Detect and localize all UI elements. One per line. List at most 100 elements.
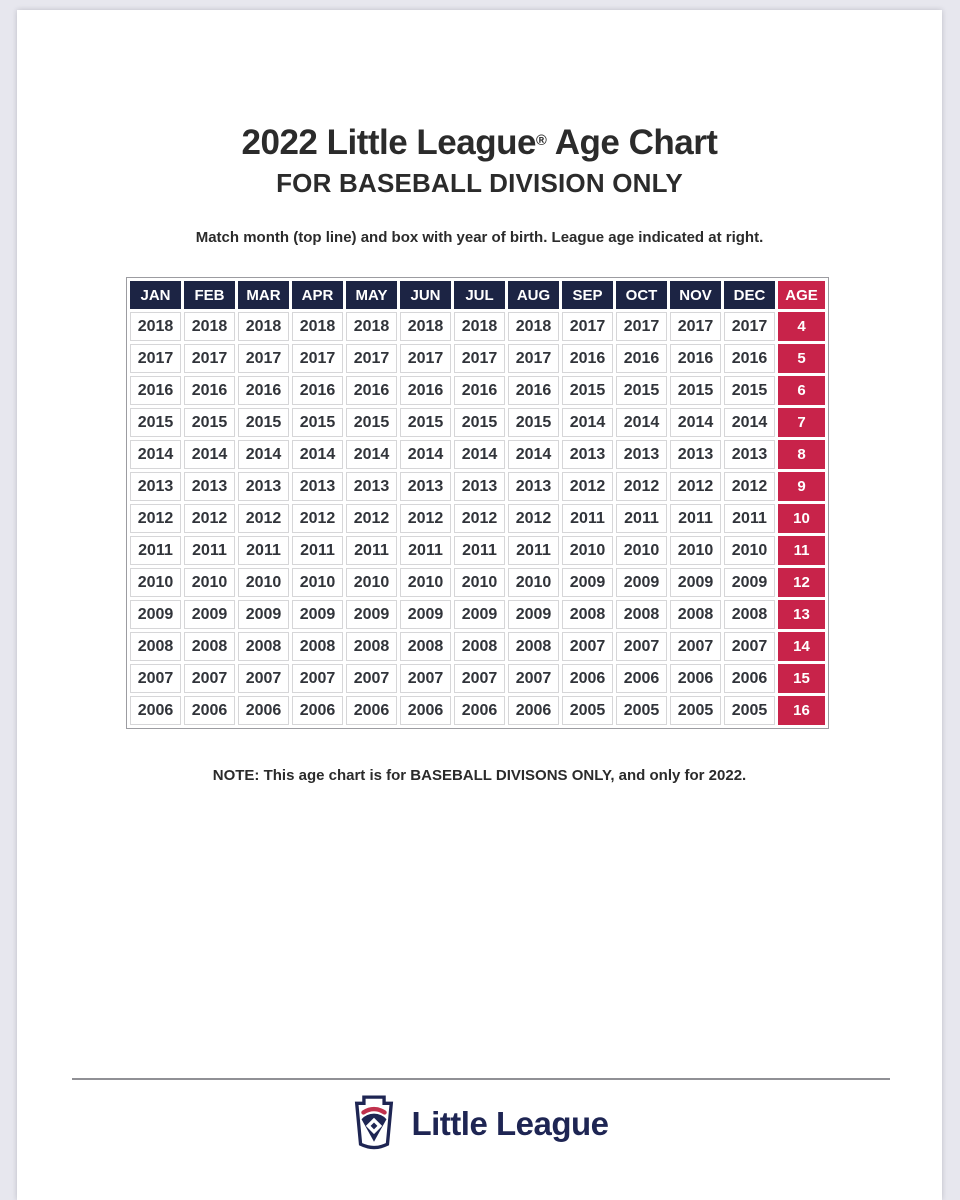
year-cell: 2018 bbox=[238, 312, 289, 341]
year-cell: 2013 bbox=[130, 472, 181, 501]
age-cell: 7 bbox=[778, 408, 825, 437]
year-cell: 2006 bbox=[454, 696, 505, 725]
year-cell: 2007 bbox=[400, 664, 451, 693]
year-cell: 2006 bbox=[238, 696, 289, 725]
year-cell: 2014 bbox=[670, 408, 721, 437]
year-cell: 2012 bbox=[184, 504, 235, 533]
year-cell: 2013 bbox=[670, 440, 721, 469]
year-cell: 2016 bbox=[130, 376, 181, 405]
table-header-row: JAN FEB MAR APR MAY JUN JUL AUG SEP OCT NOV DEC AGE bbox=[130, 281, 825, 309]
month-header-cell: APR bbox=[292, 281, 343, 309]
year-cell: 2011 bbox=[400, 536, 451, 565]
month-header-cell: DEC bbox=[724, 281, 775, 309]
year-cell: 2015 bbox=[724, 376, 775, 405]
age-header-cell: AGE bbox=[778, 281, 825, 309]
table-row: 2018 2018 2018 2018 2018 2018 2018 2018 2017 2017… bbox=[130, 312, 825, 341]
year-cell: 2013 bbox=[184, 472, 235, 501]
year-cell: 2012 bbox=[454, 504, 505, 533]
year-cell: 2012 bbox=[562, 472, 613, 501]
year-cell: 2016 bbox=[724, 344, 775, 373]
table-row: 2010 2010 2010 2010 2010 2010 2010 2010 2009 2009… bbox=[130, 568, 825, 597]
footer-divider bbox=[72, 1078, 890, 1080]
year-cell: 2006 bbox=[724, 664, 775, 693]
year-cell: 2014 bbox=[292, 440, 343, 469]
table-row: 2006 2006 2006 2006 2006 2006 2006 2006 2005 2005… bbox=[130, 696, 825, 725]
year-cell: 2009 bbox=[508, 600, 559, 629]
year-cell: 2016 bbox=[184, 376, 235, 405]
year-cell: 2017 bbox=[184, 344, 235, 373]
table-row: 2016 2016 2016 2016 2016 2016 2016 2016 2015 2015… bbox=[130, 376, 825, 405]
little-league-logo-text: Little League bbox=[411, 1105, 609, 1142]
year-cell: 2013 bbox=[238, 472, 289, 501]
year-cell: 2015 bbox=[346, 408, 397, 437]
table-row: 2017 2017 2017 2017 2017 2017 2017 2017 2016 2016… bbox=[130, 344, 825, 373]
year-cell: 2009 bbox=[130, 600, 181, 629]
table-row: 2014 2014 2014 2014 2014 2014 2014 2014 2013 2013… bbox=[130, 440, 825, 469]
year-cell: 2017 bbox=[130, 344, 181, 373]
year-cell: 2016 bbox=[562, 344, 613, 373]
year-cell: 2006 bbox=[400, 696, 451, 725]
year-cell: 2011 bbox=[130, 536, 181, 565]
year-cell: 2010 bbox=[724, 536, 775, 565]
year-cell: 2009 bbox=[670, 568, 721, 597]
year-cell: 2005 bbox=[670, 696, 721, 725]
table-row: 2008 2008 2008 2008 2008 2008 2008 2008 2007 2007… bbox=[130, 632, 825, 661]
year-cell: 2010 bbox=[130, 568, 181, 597]
year-cell: 2017 bbox=[346, 344, 397, 373]
year-cell: 2012 bbox=[238, 504, 289, 533]
year-cell: 2012 bbox=[670, 472, 721, 501]
year-cell: 2013 bbox=[400, 472, 451, 501]
year-cell: 2017 bbox=[562, 312, 613, 341]
year-cell: 2018 bbox=[508, 312, 559, 341]
year-cell: 2015 bbox=[616, 376, 667, 405]
month-header-cell: FEB bbox=[184, 281, 235, 309]
document-page: 2022 Little League® Age Chart FOR BASEBA… bbox=[17, 10, 942, 1200]
year-cell: 2017 bbox=[724, 312, 775, 341]
year-cell: 2018 bbox=[130, 312, 181, 341]
table-row: 2009 2009 2009 2009 2009 2009 2009 2009 2008 2008… bbox=[130, 600, 825, 629]
year-cell: 2013 bbox=[454, 472, 505, 501]
year-cell: 2006 bbox=[670, 664, 721, 693]
year-cell: 2014 bbox=[400, 440, 451, 469]
year-cell: 2015 bbox=[184, 408, 235, 437]
month-header-cell: MAR bbox=[238, 281, 289, 309]
year-cell: 2014 bbox=[562, 408, 613, 437]
year-cell: 2012 bbox=[400, 504, 451, 533]
year-cell: 2010 bbox=[562, 536, 613, 565]
age-cell: 16 bbox=[778, 696, 825, 725]
year-cell: 2013 bbox=[616, 440, 667, 469]
year-cell: 2015 bbox=[454, 408, 505, 437]
year-cell: 2012 bbox=[508, 504, 559, 533]
year-cell: 2012 bbox=[130, 504, 181, 533]
age-chart-table-container: JAN FEB MAR APR MAY JUN JUL AUG SEP OCT NOV DEC AGE … bbox=[126, 277, 829, 729]
age-cell: 11 bbox=[778, 536, 825, 565]
year-cell: 2010 bbox=[616, 536, 667, 565]
year-cell: 2005 bbox=[562, 696, 613, 725]
year-cell: 2016 bbox=[346, 376, 397, 405]
year-cell: 2009 bbox=[454, 600, 505, 629]
age-cell: 6 bbox=[778, 376, 825, 405]
footnote-text: NOTE: This age chart is for BASEBALL DIV… bbox=[212, 767, 747, 784]
year-cell: 2008 bbox=[130, 632, 181, 661]
year-cell: 2008 bbox=[184, 632, 235, 661]
year-cell: 2011 bbox=[562, 504, 613, 533]
year-cell: 2015 bbox=[562, 376, 613, 405]
year-cell: 2011 bbox=[724, 504, 775, 533]
year-cell: 2008 bbox=[292, 632, 343, 661]
title-text-rest: Age Chart bbox=[546, 123, 718, 162]
year-cell: 2017 bbox=[508, 344, 559, 373]
year-cell: 2008 bbox=[616, 600, 667, 629]
month-header-cell: OCT bbox=[616, 281, 667, 309]
age-cell: 13 bbox=[778, 600, 825, 629]
year-cell: 2007 bbox=[184, 664, 235, 693]
year-cell: 2011 bbox=[292, 536, 343, 565]
year-cell: 2007 bbox=[562, 632, 613, 661]
year-cell: 2018 bbox=[292, 312, 343, 341]
year-cell: 2008 bbox=[670, 600, 721, 629]
year-cell: 2007 bbox=[454, 664, 505, 693]
year-cell: 2015 bbox=[400, 408, 451, 437]
year-cell: 2012 bbox=[724, 472, 775, 501]
year-cell: 2009 bbox=[724, 568, 775, 597]
year-cell: 2012 bbox=[346, 504, 397, 533]
year-cell: 2009 bbox=[400, 600, 451, 629]
